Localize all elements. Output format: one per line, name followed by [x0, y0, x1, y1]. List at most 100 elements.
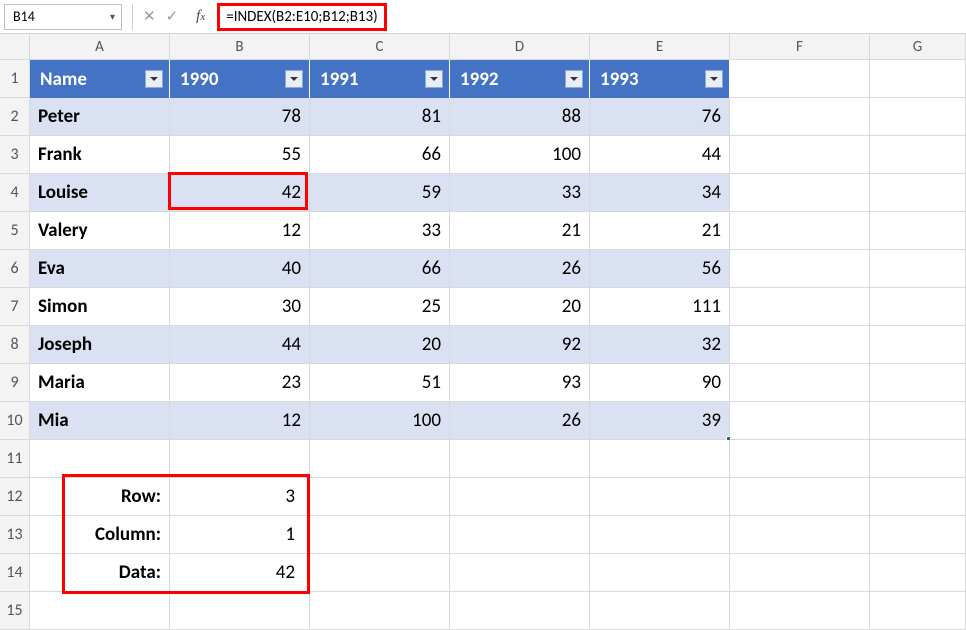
table-data-cell[interactable]: 81 — [310, 98, 450, 136]
empty-cell[interactable] — [310, 554, 450, 592]
empty-cell[interactable] — [730, 60, 870, 98]
table-data-cell[interactable]: 20 — [310, 326, 450, 364]
empty-cell[interactable] — [450, 592, 590, 630]
column-header[interactable]: B — [170, 34, 310, 60]
fx-icon[interactable]: fx — [196, 8, 205, 25]
spreadsheet-grid[interactable]: ABCDEFG1Name19901991199219932Peter788188… — [0, 34, 966, 630]
table-data-cell[interactable]: 100 — [310, 402, 450, 440]
empty-cell[interactable] — [310, 516, 450, 554]
empty-cell[interactable] — [590, 516, 730, 554]
empty-cell[interactable] — [590, 440, 730, 478]
empty-cell[interactable] — [450, 478, 590, 516]
table-name-cell[interactable]: Simon — [30, 288, 170, 326]
chevron-down-icon[interactable]: ▾ — [110, 10, 115, 23]
empty-cell[interactable] — [730, 554, 870, 592]
table-data-cell[interactable]: 100 — [450, 136, 590, 174]
table-data-cell[interactable]: 26 — [450, 402, 590, 440]
formula-text[interactable]: =INDEX(B2:E10;B12;B13) — [217, 3, 386, 31]
table-header-cell[interactable]: 1990 — [170, 60, 310, 98]
summary-value[interactable]: 1 — [170, 516, 310, 554]
empty-cell[interactable] — [870, 60, 966, 98]
empty-cell[interactable] — [870, 402, 966, 440]
row-header[interactable]: 4 — [0, 174, 30, 212]
table-name-cell[interactable]: Mia — [30, 402, 170, 440]
empty-cell[interactable] — [870, 440, 966, 478]
summary-label[interactable]: Row: — [30, 478, 170, 516]
empty-cell[interactable] — [450, 440, 590, 478]
table-name-cell[interactable]: Louise — [30, 174, 170, 212]
empty-cell[interactable] — [870, 98, 966, 136]
table-data-cell[interactable]: 40 — [170, 250, 310, 288]
row-header[interactable]: 5 — [0, 212, 30, 250]
row-header[interactable]: 12 — [0, 478, 30, 516]
table-name-cell[interactable]: Joseph — [30, 326, 170, 364]
table-data-cell[interactable]: 44 — [590, 136, 730, 174]
row-header[interactable]: 2 — [0, 98, 30, 136]
table-data-cell[interactable]: 12 — [170, 212, 310, 250]
table-data-cell[interactable]: 66 — [310, 136, 450, 174]
empty-cell[interactable] — [590, 554, 730, 592]
empty-cell[interactable] — [730, 136, 870, 174]
row-header[interactable]: 14 — [0, 554, 30, 592]
column-header[interactable]: C — [310, 34, 450, 60]
table-data-cell[interactable]: 56 — [590, 250, 730, 288]
empty-cell[interactable] — [730, 98, 870, 136]
empty-cell[interactable] — [30, 592, 170, 630]
row-header[interactable]: 8 — [0, 326, 30, 364]
empty-cell[interactable] — [170, 440, 310, 478]
empty-cell[interactable] — [730, 516, 870, 554]
table-name-cell[interactable]: Maria — [30, 364, 170, 402]
empty-cell[interactable] — [870, 478, 966, 516]
empty-cell[interactable] — [870, 516, 966, 554]
table-data-cell[interactable]: 88 — [450, 98, 590, 136]
cancel-icon[interactable]: ✕ — [143, 7, 156, 26]
table-header-cell[interactable]: 1992 — [450, 60, 590, 98]
row-header[interactable]: 13 — [0, 516, 30, 554]
empty-cell[interactable] — [870, 364, 966, 402]
table-data-cell[interactable]: 26 — [450, 250, 590, 288]
filter-dropdown-icon[interactable] — [145, 70, 163, 88]
empty-cell[interactable] — [870, 554, 966, 592]
empty-cell[interactable] — [730, 212, 870, 250]
table-data-cell[interactable]: 55 — [170, 136, 310, 174]
empty-cell[interactable] — [870, 326, 966, 364]
table-data-cell[interactable]: 30 — [170, 288, 310, 326]
empty-cell[interactable] — [590, 592, 730, 630]
filter-dropdown-icon[interactable] — [285, 70, 303, 88]
table-data-cell[interactable]: 39 — [590, 402, 730, 440]
table-name-cell[interactable]: Eva — [30, 250, 170, 288]
column-header[interactable]: G — [870, 34, 966, 60]
empty-cell[interactable] — [870, 174, 966, 212]
empty-cell[interactable] — [730, 174, 870, 212]
empty-cell[interactable] — [870, 592, 966, 630]
table-data-cell[interactable]: 59 — [310, 174, 450, 212]
table-data-cell[interactable]: 33 — [310, 212, 450, 250]
row-header[interactable]: 1 — [0, 60, 30, 98]
empty-cell[interactable] — [310, 440, 450, 478]
empty-cell[interactable] — [870, 288, 966, 326]
column-header[interactable]: F — [730, 34, 870, 60]
empty-cell[interactable] — [730, 440, 870, 478]
filter-dropdown-icon[interactable] — [565, 70, 583, 88]
table-name-cell[interactable]: Valery — [30, 212, 170, 250]
table-data-cell[interactable]: 42 — [170, 174, 310, 212]
table-data-cell[interactable]: 66 — [310, 250, 450, 288]
table-name-cell[interactable]: Peter — [30, 98, 170, 136]
filter-dropdown-icon[interactable] — [425, 70, 443, 88]
table-data-cell[interactable]: 21 — [590, 212, 730, 250]
summary-label[interactable]: Data: — [30, 554, 170, 592]
name-box[interactable]: B14 ▾ — [4, 4, 122, 30]
column-header[interactable]: D — [450, 34, 590, 60]
empty-cell[interactable] — [730, 402, 870, 440]
table-header-cell[interactable]: 1991 — [310, 60, 450, 98]
select-all-corner[interactable] — [0, 34, 30, 60]
table-data-cell[interactable]: 20 — [450, 288, 590, 326]
empty-cell[interactable] — [590, 478, 730, 516]
table-data-cell[interactable]: 93 — [450, 364, 590, 402]
empty-cell[interactable] — [450, 516, 590, 554]
filter-dropdown-icon[interactable] — [705, 70, 723, 88]
row-header[interactable]: 11 — [0, 440, 30, 478]
empty-cell[interactable] — [730, 250, 870, 288]
row-header[interactable]: 6 — [0, 250, 30, 288]
empty-cell[interactable] — [870, 212, 966, 250]
